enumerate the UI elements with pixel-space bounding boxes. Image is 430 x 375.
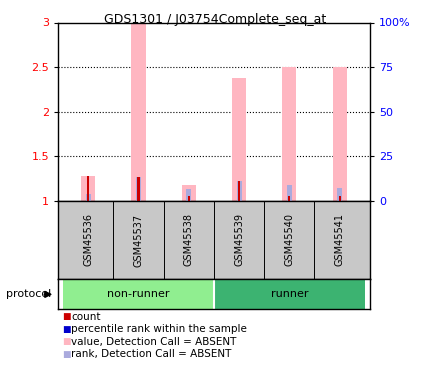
Bar bbox=[232, 78, 246, 201]
Bar bbox=[287, 184, 292, 201]
Bar bbox=[186, 189, 191, 201]
Bar bbox=[237, 181, 242, 201]
Text: protocol: protocol bbox=[6, 290, 52, 299]
Text: GSM45536: GSM45536 bbox=[83, 213, 93, 267]
Bar bbox=[337, 188, 342, 201]
Text: non-runner: non-runner bbox=[107, 290, 170, 299]
Text: GSM45541: GSM45541 bbox=[335, 213, 344, 267]
Bar bbox=[283, 67, 296, 201]
Text: value, Detection Call = ABSENT: value, Detection Call = ABSENT bbox=[71, 337, 236, 346]
Bar bbox=[86, 194, 91, 201]
Text: percentile rank within the sample: percentile rank within the sample bbox=[71, 324, 247, 334]
Text: GSM45537: GSM45537 bbox=[133, 213, 144, 267]
Text: GSM45539: GSM45539 bbox=[234, 213, 244, 267]
Bar bbox=[182, 186, 196, 201]
Text: GDS1301 / J03754Complete_seq_at: GDS1301 / J03754Complete_seq_at bbox=[104, 13, 326, 26]
Bar bbox=[136, 177, 141, 201]
Bar bbox=[63, 279, 214, 309]
Text: GSM45538: GSM45538 bbox=[184, 213, 194, 267]
Text: count: count bbox=[71, 312, 101, 322]
Bar bbox=[238, 181, 240, 201]
Bar bbox=[87, 176, 89, 201]
Bar bbox=[332, 67, 347, 201]
Bar bbox=[339, 196, 341, 201]
Bar bbox=[214, 279, 365, 309]
Bar bbox=[188, 196, 190, 201]
Text: ■: ■ bbox=[62, 350, 71, 358]
Text: rank, Detection Call = ABSENT: rank, Detection Call = ABSENT bbox=[71, 349, 231, 359]
Text: GSM45540: GSM45540 bbox=[284, 213, 295, 267]
Bar bbox=[138, 177, 139, 201]
Bar bbox=[132, 22, 145, 201]
Text: ■: ■ bbox=[62, 337, 71, 346]
Text: ■: ■ bbox=[62, 325, 71, 334]
Text: runner: runner bbox=[270, 290, 308, 299]
Bar bbox=[289, 196, 290, 201]
Text: ■: ■ bbox=[62, 312, 71, 321]
Bar bbox=[81, 176, 95, 201]
